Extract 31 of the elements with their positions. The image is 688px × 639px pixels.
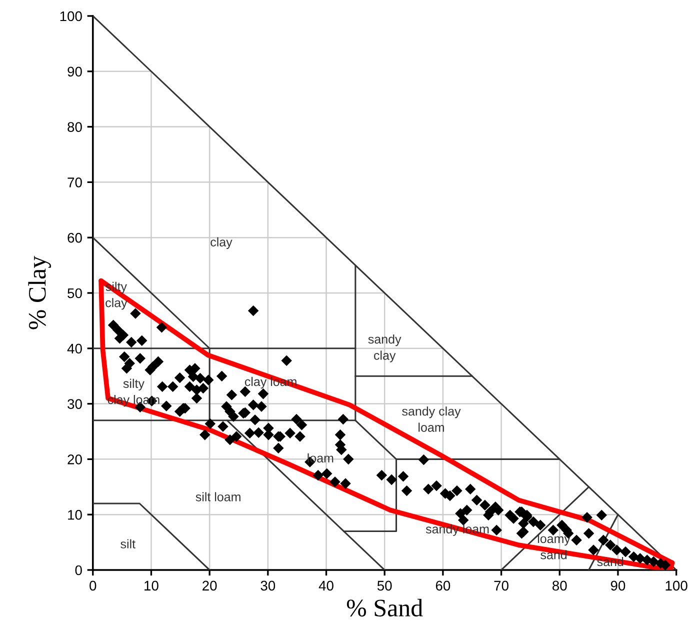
annotation: sandy clay bbox=[368, 334, 402, 362]
x-tick-label: 20 bbox=[202, 580, 217, 591]
y-tick-label: 40 bbox=[67, 344, 82, 354]
x-tick-label: 0 bbox=[90, 580, 96, 591]
y-axis-title: % Clay bbox=[28, 256, 51, 330]
annotation: silt loam bbox=[196, 492, 240, 502]
y-tick-label: 20 bbox=[68, 454, 82, 464]
annotation: clay bbox=[210, 237, 232, 249]
annotation: silt bbox=[120, 539, 136, 548]
y-tick-label: 90 bbox=[68, 66, 82, 77]
x-tick-label: 70 bbox=[494, 580, 508, 591]
y-tick-label: 10 bbox=[68, 510, 82, 520]
x-tick-label: 80 bbox=[552, 580, 567, 591]
annotation: loam bbox=[308, 453, 334, 463]
annotation: sandy clay loam bbox=[402, 406, 461, 432]
x-tick-label: 60 bbox=[436, 580, 450, 591]
annotation: sandy loam bbox=[426, 524, 489, 536]
y-tick-label: 50 bbox=[68, 288, 82, 298]
x-tick-label: 40 bbox=[318, 580, 334, 591]
x-tick-label: 90 bbox=[610, 580, 626, 591]
y-tick-label: 70 bbox=[68, 178, 82, 188]
y-tick-label: 60 bbox=[68, 232, 82, 243]
x-tick-label: 30 bbox=[260, 580, 276, 591]
y-tick-label: 0 bbox=[75, 565, 82, 576]
x-tick-label: 50 bbox=[377, 580, 392, 591]
y-tick-label: 30 bbox=[68, 399, 82, 409]
x-tick-label: 10 bbox=[144, 580, 158, 591]
y-tick-label: 100 bbox=[60, 11, 82, 22]
x-tick-label: 100 bbox=[666, 580, 688, 591]
y-tick-label: 80 bbox=[68, 122, 82, 132]
x-axis-title: % Sand bbox=[346, 598, 423, 617]
